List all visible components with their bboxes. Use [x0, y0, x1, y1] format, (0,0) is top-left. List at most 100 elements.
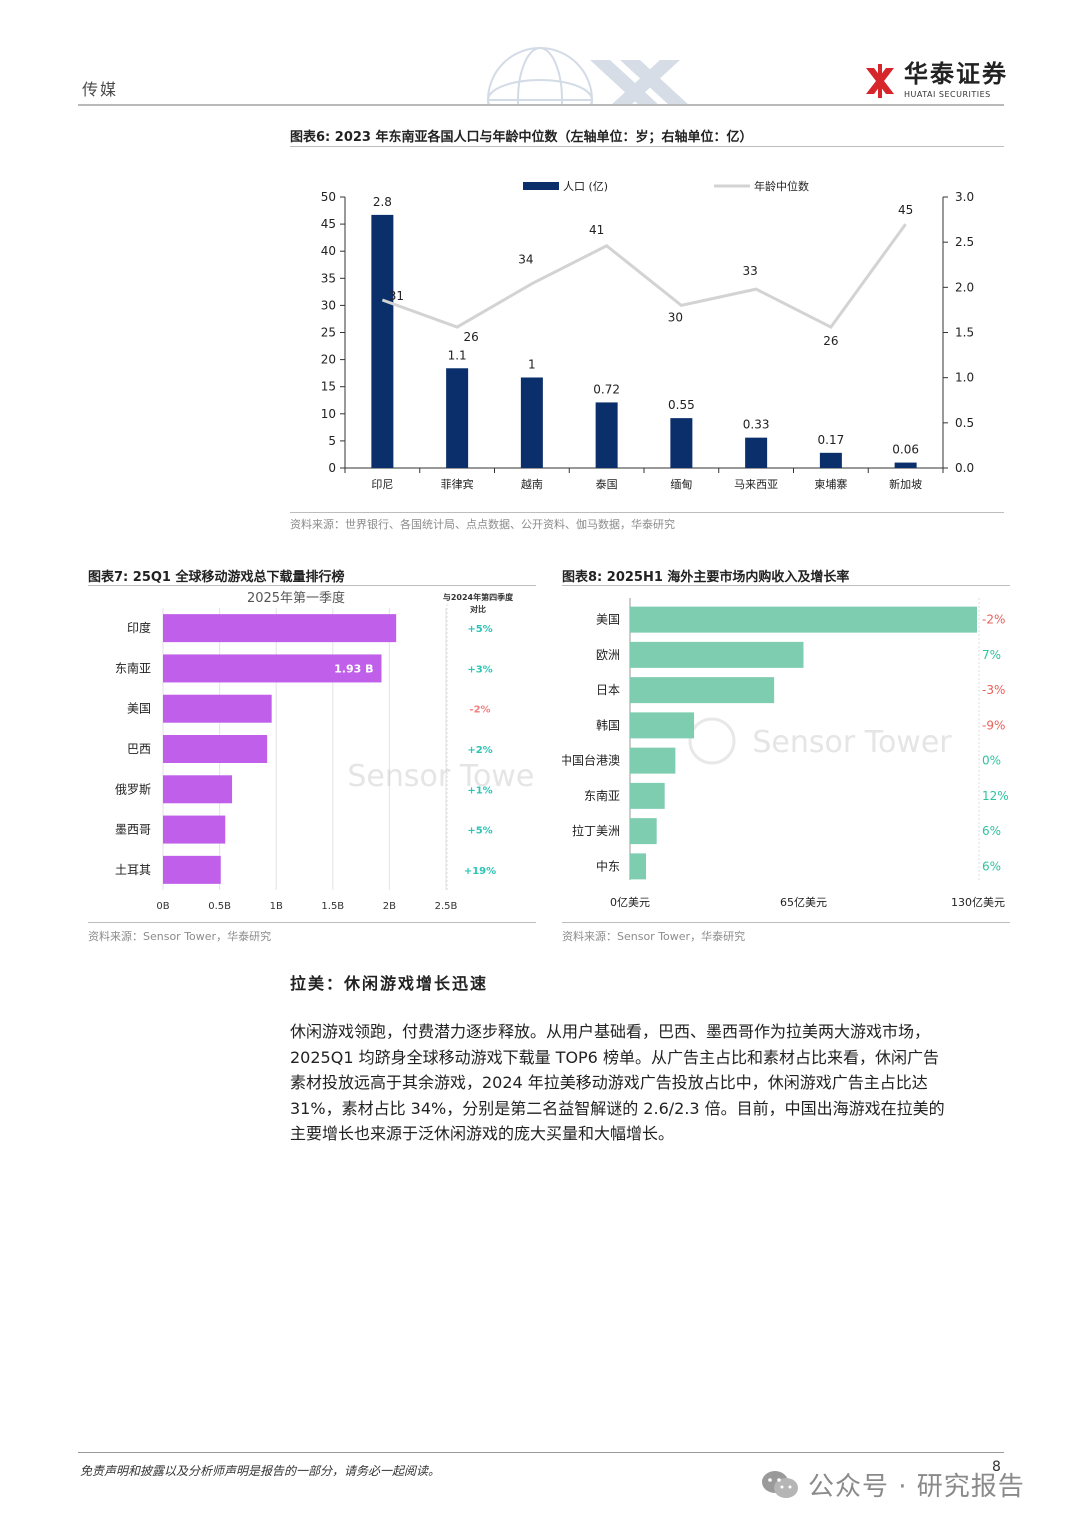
- change-value-label: +19%: [464, 866, 496, 877]
- change-value-label: +3%: [467, 664, 492, 675]
- left-tick-label: 15: [321, 380, 336, 394]
- y-category-label: 中国台港澳: [562, 753, 620, 768]
- left-tick-label: 0: [328, 461, 336, 475]
- x-category-label: 越南: [521, 477, 543, 491]
- y-category-label: 中东: [596, 858, 620, 873]
- right-tick-label: 0.5: [955, 416, 974, 430]
- bar-value-label: 0.55: [668, 398, 695, 412]
- download-bar: [163, 614, 397, 643]
- body-line: 休闲游戏领跑，付费潜力逐步释放。从用户基础看，巴西、墨西哥作为拉美两大游戏市场，: [290, 1022, 931, 1041]
- left-tick-label: 5: [328, 434, 336, 448]
- revenue-bar: [630, 853, 647, 880]
- page-number: 8: [992, 1459, 1001, 1475]
- left-tick-label: 20: [321, 353, 336, 367]
- watermark-text: 公众号 · 研究报告: [808, 1472, 1025, 1502]
- sensor-tower-watermark: Sensor Tower: [347, 759, 536, 794]
- change-header-line1: 与2024年第四季度: [443, 592, 514, 602]
- legend-line-label: 年龄中位数: [754, 179, 809, 193]
- download-bar: [163, 775, 233, 804]
- y-category-label: 俄罗斯: [115, 782, 151, 796]
- y-category-label: 韩国: [596, 717, 620, 732]
- change-value-label: +1%: [467, 785, 492, 796]
- line-value-label: 31: [389, 289, 404, 303]
- x-tick-label: 0亿美元: [610, 896, 650, 909]
- x-tick-label: 0B: [156, 901, 169, 912]
- left-tick-label: 35: [321, 271, 336, 285]
- x-tick-label: 0.5B: [208, 901, 231, 912]
- growth-value-label: 6%: [982, 824, 1001, 838]
- x-tick-label: 1B: [270, 901, 283, 912]
- right-tick-label: 2.0: [955, 280, 974, 294]
- left-tick-label: 45: [321, 217, 336, 231]
- line-value-label: 41: [589, 223, 604, 237]
- figure7-source: 资料来源：Sensor Tower，华泰研究: [88, 930, 272, 943]
- line-value-label: 34: [518, 253, 533, 267]
- brand: 华泰证券 HUATAI SECURITIES: [864, 62, 1008, 99]
- bar-population: [745, 437, 768, 468]
- x-category-label: 菲律宾: [441, 477, 474, 491]
- y-category-label: 巴西: [127, 742, 151, 756]
- bar-value-label: 1.1: [448, 348, 467, 362]
- figure6-title: 图表6: 2023 年东南亚各国人口与年龄中位数（左轴单位：岁；右轴单位：亿）: [290, 130, 753, 145]
- figure6-source: 资料来源：世界银行、各国统计局、点点数据、公开资料、伽马数据，华泰研究: [290, 518, 675, 531]
- wechat-watermark: 公众号 · 研究报告: [760, 1466, 1025, 1503]
- y-category-label: 日本: [596, 683, 620, 697]
- x-category-label: 马来西亚: [734, 478, 778, 491]
- figure7-bottom-rule: [88, 922, 536, 923]
- download-bar: [163, 694, 272, 723]
- change-value-label: +5%: [467, 826, 492, 837]
- left-tick-label: 25: [321, 326, 336, 340]
- right-tick-label: 1.0: [955, 371, 974, 385]
- left-tick-label: 40: [321, 244, 336, 258]
- huatai-logo-icon: [864, 63, 896, 98]
- left-tick-label: 30: [321, 298, 336, 312]
- download-bar: [163, 855, 221, 884]
- revenue-bar: [630, 782, 665, 809]
- bar-population: [446, 368, 469, 468]
- bar-population: [371, 214, 394, 468]
- y-category-label: 美国: [596, 613, 620, 627]
- line-value-label: 30: [668, 310, 683, 324]
- line-value-label: 45: [898, 203, 913, 217]
- sensor-tower-watermark: Sensor Tower: [752, 725, 952, 760]
- y-category-label: 墨西哥: [115, 823, 151, 837]
- figure6-title-rule: [290, 146, 1004, 147]
- bar-value-label: 0.06: [892, 443, 919, 457]
- bar-value-label: 2.8: [373, 195, 392, 209]
- x-tick-label: 1.5B: [321, 901, 344, 912]
- figure8-bottom-rule: [562, 922, 1010, 923]
- bar-value-label: 0.33: [743, 418, 770, 432]
- x-tick-label: 65亿美元: [780, 896, 827, 909]
- wechat-icon: [762, 1470, 798, 1498]
- bar-population: [595, 402, 618, 468]
- x-tick-label: 130亿美元: [951, 896, 1005, 909]
- brand-name-cn: 华泰证券: [904, 60, 1008, 88]
- body-line: 31%，素材占比 34%，分别是第二名益智解谜的 2.6/2.3 倍。目前，中国…: [290, 1098, 945, 1118]
- right-tick-label: 1.5: [955, 326, 974, 340]
- bar-value-label: 0.72: [593, 382, 620, 396]
- right-tick-label: 0.0: [955, 461, 974, 475]
- line-value-label: 26: [463, 330, 478, 344]
- figure7-chart: 2025年第一季度 0B 0.5B 1B 1.5B 2B 2.5B Sensor Tower 与…: [115, 590, 536, 912]
- line-value-label: 26: [823, 334, 838, 348]
- footer-disclaimer: 免责声明和披露以及分析师声明是报告的一部分，请务必一起阅读。: [80, 1464, 441, 1478]
- section-label: 传媒: [82, 80, 119, 99]
- change-value-label: -2%: [469, 705, 490, 716]
- download-bar: [163, 654, 382, 683]
- figure8-source: 资料来源：Sensor Tower，华泰研究: [562, 930, 746, 943]
- y-category-label: 欧洲: [596, 648, 620, 662]
- growth-value-label: 6%: [982, 859, 1001, 873]
- bar-value-label: 1: [528, 357, 536, 371]
- download-bar: [163, 815, 226, 844]
- x-category-label: 新加坡: [889, 477, 922, 491]
- legend-bar-swatch: [523, 182, 559, 190]
- y-category-label: 东南亚: [584, 788, 620, 803]
- legend-bar-label: 人口 (亿): [563, 180, 608, 193]
- bar-population: [894, 462, 917, 468]
- bar-population: [670, 418, 693, 468]
- body-line: 2025Q1 均跻身全球移动游戏下载量 TOP6 榜单。从广告主占比和素材占比来…: [290, 1047, 939, 1067]
- change-header-line2: 对比: [470, 604, 486, 614]
- revenue-bar: [630, 818, 657, 845]
- figure7-title-rule: [88, 585, 536, 586]
- left-tick-label: 10: [321, 407, 336, 421]
